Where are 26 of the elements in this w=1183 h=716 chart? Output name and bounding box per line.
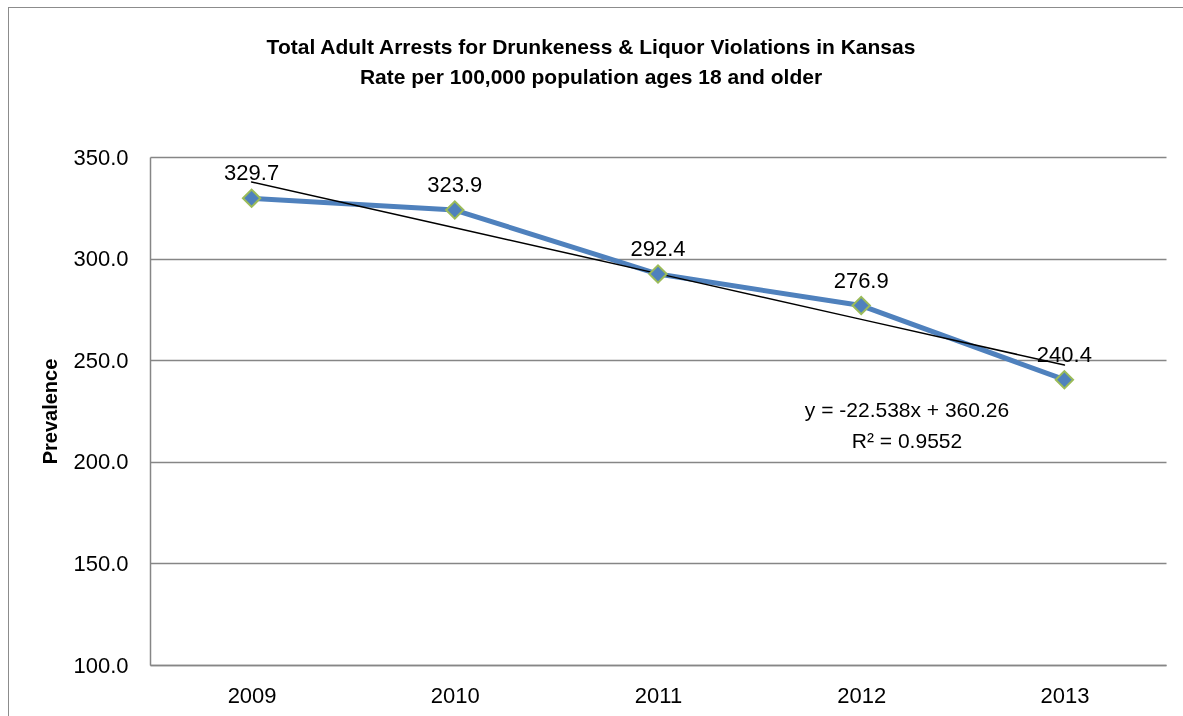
data-label: 323.9 <box>427 172 483 198</box>
y-tick-label: 150.0 <box>73 550 129 576</box>
data-label: 240.4 <box>1036 341 1092 367</box>
point <box>1054 370 1075 390</box>
chart-title: Total Adult Arrests for Drunkeness & Liquor Violations in Kansas <box>266 35 916 58</box>
x-tick-label: 2011 <box>634 682 683 708</box>
data-label: 292.4 <box>630 236 686 262</box>
x-tick-label: 2009 <box>227 682 277 708</box>
annotation: R² = 0.9552 <box>851 429 963 452</box>
data-label: 276.9 <box>833 267 889 293</box>
x-tick-label: 2013 <box>1040 682 1090 708</box>
y-tick-label: 350.0 <box>73 144 129 170</box>
x-tick-label: 2010 <box>430 682 480 708</box>
data-label: 329.7 <box>224 160 280 186</box>
y-axis-title: Prevalence <box>39 358 62 465</box>
chart-subtitle: Rate per 100,000 population ages 18 and older <box>359 65 823 88</box>
y-tick-label: 200.0 <box>73 449 129 475</box>
point <box>445 200 465 220</box>
point <box>241 188 262 208</box>
y-tick-label: 100.0 <box>73 652 129 678</box>
y-tick-label: 250.0 <box>73 347 129 373</box>
annotation: y = -22.538x + 360.26 <box>804 398 1010 421</box>
point <box>851 295 871 316</box>
y-tick-label: 300.0 <box>73 246 129 272</box>
x-tick-label: 2012 <box>837 682 887 708</box>
point <box>648 264 668 284</box>
